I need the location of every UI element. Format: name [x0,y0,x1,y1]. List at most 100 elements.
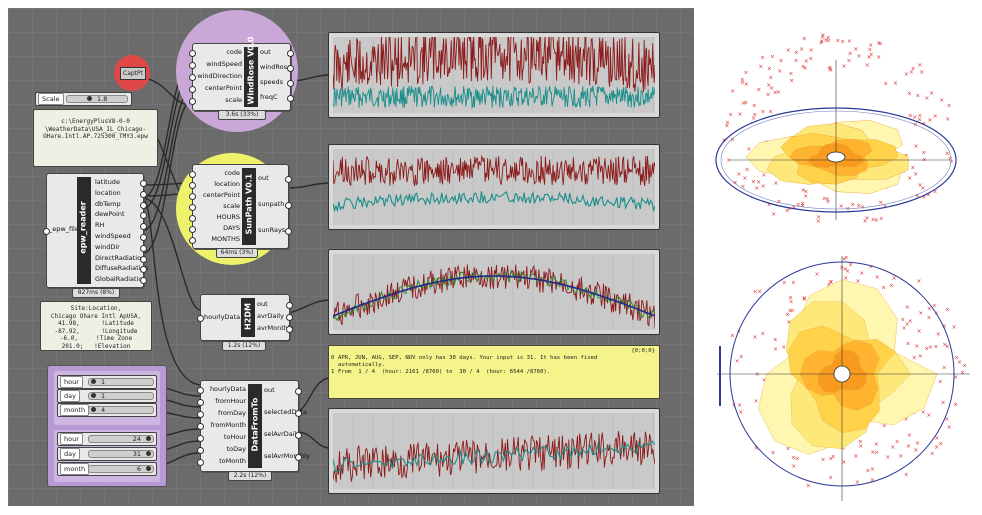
from-day-handle[interactable] [91,393,96,398]
message-panel[interactable]: {0;0;0} 0 APR, JUN, AUG, SEP, NOV only h… [328,345,660,399]
windrose-input-port-4[interactable] [189,98,196,105]
to-day-handle[interactable] [146,451,151,456]
from-hour-slider[interactable]: hour 1 [57,375,157,389]
windrose-input-port-1[interactable] [189,62,196,69]
sunpath-output-port-0[interactable] [285,176,292,183]
sunpath-input-port-3[interactable] [189,204,196,211]
epw-output-label-7: DirectRadiation [95,253,146,262]
datafromto-input-port-3[interactable] [197,423,204,430]
sunpath-input-port-2[interactable] [189,193,196,200]
epw-file-input-port[interactable] [43,228,50,235]
location-panel[interactable]: Site:Location, Chicago Ohare Intl ApUSA,… [40,301,152,351]
from-hour-track[interactable]: 1 [88,378,154,386]
windrose-dot-mark: × [933,189,938,196]
windrose-dot-mark: × [800,200,805,207]
sunpath-output-port-2[interactable] [285,228,292,235]
from-month-slider[interactable]: month 4 [57,403,157,417]
epw-output-port-5[interactable] [140,234,147,241]
h2dm-component[interactable]: hourlyData H2DM out avrDaily avrMonthly [197,294,294,341]
windrose-input-port-3[interactable] [189,86,196,93]
to-hour-slider[interactable]: hour 24 [57,432,157,446]
sunpath-dot-mark: × [953,402,958,409]
epw-reader-component[interactable]: _epw_file epw_reader latitude location dbT… [43,173,149,288]
datafromto-input-port-5[interactable] [197,447,204,454]
to-hour-handle[interactable] [146,436,151,441]
datafromto-output-port-0[interactable] [295,388,302,395]
sunpath-dot-mark: × [895,439,900,446]
h2dm-green-series [333,268,655,322]
epw-output-port-7[interactable] [140,255,147,263]
epw-output-port-4[interactable] [140,223,147,231]
datafromto-graph[interactable] [328,408,660,494]
windrose-dot-mark: × [796,202,801,209]
scale-slider[interactable]: Scale 1.8 [35,92,132,106]
windrose-dot-mark: × [767,202,772,209]
to-month-slider[interactable]: month 6 [57,462,157,476]
datafromto-input-port-2[interactable] [197,411,204,418]
datafromto-output-port-1[interactable] [295,410,302,417]
epw-output-port-1[interactable] [140,190,147,198]
h2dm-graph[interactable] [328,249,660,335]
epw-output-label-6: windDir [95,242,120,251]
epw-output-port-0[interactable] [140,180,147,187]
windrose-output-port-2[interactable] [287,80,294,87]
epw-output-port-9[interactable] [140,277,147,285]
sunpath-dot-mark: × [870,466,875,473]
epw-output-port-2[interactable] [140,201,147,209]
windrose-graph[interactable] [328,32,660,118]
from-month-handle[interactable] [91,407,96,412]
to-day-track[interactable]: 31 [88,450,154,458]
windrose-dot-mark: × [725,120,730,127]
windrose-input-port-2[interactable] [189,74,196,81]
datafromto-input-port-0[interactable] [197,387,204,394]
h2dm-output-port-0[interactable] [286,302,293,309]
scale-slider-track[interactable]: 1.8 [66,95,128,103]
datafromto-input-port-6[interactable] [197,459,204,466]
windrose-output-port-1[interactable] [287,65,294,72]
from-day-slider[interactable]: day 1 [57,389,157,403]
epw-output-port-6[interactable] [140,244,147,252]
to-month-handle[interactable] [146,466,151,471]
sunpath-input-port-1[interactable] [189,182,196,189]
windrose-output-port-0[interactable] [287,50,294,57]
windrose-dot-mark: × [754,185,759,192]
datafromto-input-port-1[interactable] [197,399,204,406]
scale-slider-handle[interactable] [87,96,92,101]
windrose-output-label-2: speeds [260,78,284,86]
to-month-track[interactable]: 6 [88,465,154,473]
windrose-output-port-3[interactable] [287,95,294,102]
sunpath-dot-mark: × [753,334,758,341]
datafromto-output-port-3[interactable] [295,454,302,461]
grasshopper-canvas[interactable]: CaptPt Scale 1.8 c:\EnergyPlusV8-0-0 \We… [8,8,694,506]
from-month-track[interactable]: 4 [88,406,154,414]
h2dm-output-port-2[interactable] [286,326,293,333]
windrose-dot-mark: × [809,47,814,54]
to-hour-track[interactable]: 24 [88,435,154,443]
to-day-slider[interactable]: day 31 [57,447,157,461]
sunpath-dot-mark: × [906,443,911,450]
capture-node[interactable]: CaptPt [114,55,150,91]
h2dm-input-port[interactable] [197,315,204,322]
h2dm-output-port-1[interactable] [286,314,293,321]
windrose-input-port-0[interactable] [189,50,196,57]
datafromto-output-port-2[interactable] [295,432,302,439]
epw-path-panel[interactable]: c:\EnergyPlusV8-0-0 \WeatherData\USA_IL_… [33,109,158,167]
sunpath-graph[interactable] [328,144,660,230]
from-hour-handle[interactable] [91,379,96,384]
windrose-component[interactable]: WindRose V0.0 code windSpeed windDirection… [189,37,294,111]
sunpath-output-port-1[interactable] [285,202,292,209]
epw-output-port-8[interactable] [140,266,147,274]
sunpath-input-port-4[interactable] [189,215,196,222]
sunpath-input-port-6[interactable] [189,237,196,244]
sunpath-component[interactable]: SunPath V0.1 code location centerPoint scal… [189,164,292,249]
sunpath-input-port-5[interactable] [189,226,196,233]
datafromto-input-port-4[interactable] [197,435,204,442]
from-day-track[interactable]: 1 [88,392,154,400]
epw-output-port-3[interactable] [140,212,147,220]
windrose-dot-mark: × [911,65,916,72]
windrose-dot-mark: × [907,175,912,182]
datafromto-component[interactable]: DataFromTo hourlyData fromHour fromDay from… [197,380,310,472]
sunpath-input-port-0[interactable] [189,171,196,178]
windrose-dot-mark: × [848,50,853,57]
h2dm-input-label: hourlyData [204,313,241,321]
